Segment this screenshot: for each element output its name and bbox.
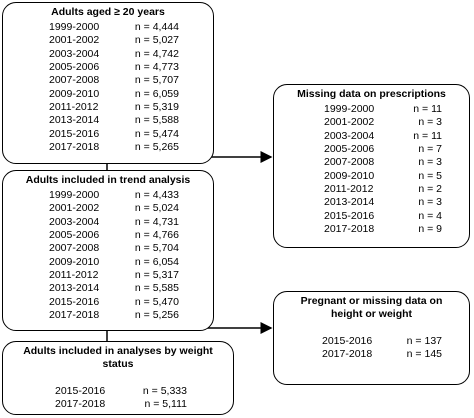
count: n = 11 [413, 103, 442, 115]
period: 2013-2014 [324, 196, 375, 209]
period: 2009-2010 [49, 87, 100, 100]
period: 2017-2018 [49, 309, 100, 322]
count: n = 137 [406, 335, 442, 347]
period: 2001-2002 [49, 202, 100, 215]
period: 2007-2008 [49, 242, 100, 255]
count: n = 6,059 [134, 87, 179, 100]
period: 2003-2004 [49, 215, 100, 228]
flow-box: Pregnant or missing data on height or we… [273, 291, 470, 385]
period: 1999-2000 [324, 103, 375, 115]
flow-box: Adults included in analyses by weight st… [2, 341, 234, 415]
period: 2005-2006 [49, 229, 100, 242]
count: n = 5,707 [134, 74, 179, 87]
period: 2007-2008 [324, 156, 375, 169]
count: n = 5,319 [134, 101, 179, 114]
count: n = 5,265 [134, 141, 179, 154]
period: 2007-2008 [49, 74, 100, 87]
row-list: 2015-2016 n = 137 2017-2018 n = 145 [274, 335, 469, 362]
period: 2015-2016 [49, 127, 100, 140]
count: n = 4,766 [134, 229, 179, 242]
period: 2015-2016 [322, 335, 373, 347]
count: n = 5,317 [134, 269, 179, 282]
period: 2009-2010 [324, 169, 375, 182]
period: 2003-2004 [324, 129, 375, 142]
count: n = 5,333 [142, 385, 187, 397]
period: 2017-2018 [324, 223, 375, 236]
box-title: Adults aged ≥ 20 years [51, 6, 165, 18]
period: 2009-2010 [49, 255, 100, 268]
count: n = 145 [406, 348, 442, 361]
period: 2017-2018 [55, 398, 106, 411]
count: n = 11 [413, 129, 442, 142]
count: n = 3 [418, 156, 442, 169]
period: 2001-2002 [49, 34, 100, 47]
row-list: 1999-2000 n = 11 2001-2002 n = 3 2003-2004 n … [274, 103, 469, 236]
count: n = 7 [418, 143, 442, 156]
flow-box: Adults included in trend analysis 1999-20… [2, 170, 214, 331]
count: n = 5,588 [134, 114, 179, 127]
count: n = 5,470 [134, 295, 179, 308]
period: 2013-2014 [49, 282, 100, 295]
row-list: 1999-2000 n = 4,433 2001-2002 n = 5,024 2003… [3, 189, 213, 322]
count: n = 5,111 [144, 398, 187, 411]
count: n = 3 [418, 116, 442, 129]
count: n = 4,742 [134, 47, 179, 60]
period: 2003-2004 [49, 47, 100, 60]
flow-box: Adults aged ≥ 20 years 1999-2000 n = 4,444… [2, 2, 214, 164]
period: 2001-2002 [324, 116, 375, 129]
period: 2015-2016 [324, 209, 375, 222]
count: n = 4,773 [134, 61, 179, 74]
count: n = 5,024 [134, 202, 179, 215]
count: n = 6,054 [134, 255, 179, 268]
period: 2015-2016 [55, 385, 106, 397]
flow-box: Missing data on prescriptions 1999-2000 n … [273, 84, 470, 248]
count: n = 5,474 [134, 127, 179, 140]
period: 2011-2012 [49, 269, 99, 282]
period: 2005-2006 [324, 143, 375, 156]
period: 1999-2000 [49, 21, 100, 33]
box-title: Missing data on prescriptions [297, 88, 446, 100]
count: n = 4,731 [134, 215, 179, 228]
period: 2017-2018 [49, 141, 100, 154]
count: n = 3 [418, 196, 442, 209]
count: n = 4,444 [134, 21, 179, 33]
period: 2011-2012 [49, 101, 99, 114]
period: 2013-2014 [49, 114, 100, 127]
period: 1999-2000 [49, 189, 100, 201]
count: n = 5,027 [134, 34, 179, 47]
box-title: Adults included in analyses by weight st… [23, 345, 213, 370]
period: 2017-2018 [322, 348, 373, 361]
box-title: Pregnant or missing data on height or we… [300, 295, 443, 320]
row-list: 2015-2016 n = 5,333 2017-2018 n = 5,111 [3, 385, 233, 412]
count: n = 4,433 [134, 189, 179, 201]
period: 2015-2016 [49, 295, 100, 308]
count: n = 4 [418, 209, 442, 222]
period: 2011-2012 [324, 183, 374, 196]
count: n = 5,704 [134, 242, 179, 255]
count: n = 2 [418, 183, 442, 196]
count: n = 5 [418, 169, 442, 182]
count: n = 9 [418, 223, 442, 236]
count: n = 5,256 [134, 309, 179, 322]
box-title: Adults included in trend analysis [25, 174, 191, 186]
count: n = 5,585 [134, 282, 179, 295]
row-list: 1999-2000 n = 4,444 2001-2002 n = 5,027 2003… [3, 21, 213, 154]
period: 2005-2006 [49, 61, 100, 74]
